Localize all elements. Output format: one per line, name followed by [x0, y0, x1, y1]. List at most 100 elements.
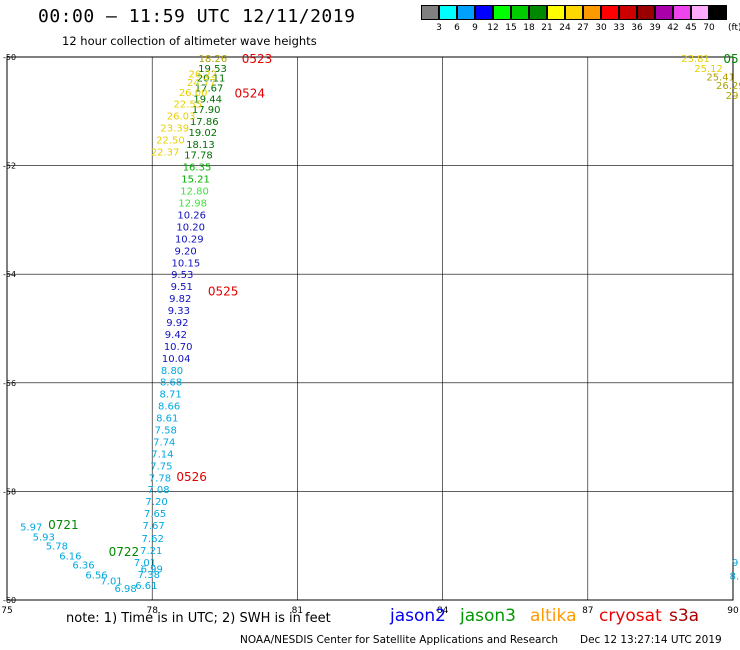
longitude-tick-label: 87 — [582, 606, 593, 616]
wave-height-label: 7.01 — [100, 576, 122, 587]
scale-label: 39 — [649, 23, 661, 33]
scale-label: 9 — [472, 23, 478, 33]
scale-label: 6 — [454, 23, 460, 33]
wave-height-label: 6.16 — [59, 551, 81, 562]
wave-height-label: 7.67 — [143, 521, 165, 532]
pass-time-labels: 0523 0524 0525 0526 0721 0722 05 — [48, 52, 738, 559]
scale-swatch — [691, 5, 709, 20]
longitude-tick-label: 75 — [1, 606, 12, 616]
wave-height-label: 29 — [726, 91, 739, 102]
wave-height-label: 23.81 — [681, 54, 710, 65]
scale-swatch — [709, 5, 727, 20]
longitude-tick-label: 81 — [292, 606, 303, 616]
wave-height-label: 18.13 — [186, 140, 215, 151]
scale-swatch — [421, 5, 439, 20]
wave-height-label: 19.02 — [189, 128, 218, 139]
wave-height-label: 10.04 — [162, 354, 191, 365]
map-frame — [6, 56, 734, 601]
wave-height-label: 17.90 — [192, 105, 221, 116]
wave-height-label: 8.80 — [161, 366, 183, 377]
wave-height-label: 6.36 — [72, 561, 94, 572]
wave-height-label: 19.44 — [193, 94, 222, 105]
longitude-tick-label: 84 — [437, 606, 449, 616]
scale-label: 15 — [505, 23, 517, 33]
wave-height-label: 25.12 — [694, 64, 723, 75]
scale-swatch — [493, 5, 511, 20]
wave-height-label: 9.53 — [171, 270, 193, 281]
wave-height-label: 7.74 — [153, 437, 175, 448]
scale-swatch — [655, 5, 673, 20]
wave-height-label: 7.01 — [134, 558, 156, 569]
scale-unit: (ft) — [728, 23, 740, 33]
wave-height-label: 16.35 — [183, 163, 212, 174]
wave-height-label: 9 — [732, 558, 738, 569]
scale-swatch — [673, 5, 691, 20]
wave-height-label: 23.39 — [160, 124, 189, 135]
scale-label: 3 — [436, 23, 442, 33]
scale-label: 42 — [667, 23, 679, 33]
scale-label: 33 — [613, 23, 625, 33]
wave-height-label: 12.80 — [180, 187, 209, 198]
wave-height-label: 7.14 — [151, 449, 173, 460]
wave-height-label: 7.62 — [142, 534, 164, 545]
wave-height-label: 10.70 — [164, 342, 193, 353]
satellite-legend-s3a: s3a — [669, 606, 700, 626]
pass-time-label: 0526 — [176, 470, 207, 484]
scale-swatch — [601, 5, 619, 20]
wave-height-label: 25.41 — [706, 73, 735, 84]
scale-label: 18 — [523, 23, 535, 33]
wave-height-label: 9.92 — [166, 318, 188, 329]
wave-height-label: 6.61 — [135, 581, 157, 592]
wave-height-label: 9.20 — [174, 246, 196, 257]
pass-time-label: 0523 — [242, 52, 273, 66]
wave-height-label: 7.65 — [144, 509, 166, 520]
wave-height-label: 8.71 — [159, 390, 181, 401]
scale-label: 12 — [487, 23, 499, 33]
pass-time-label: 0721 — [48, 518, 79, 532]
wave-height-label: 17.78 — [184, 151, 213, 162]
wave-height-label: 26.03 — [167, 112, 196, 123]
wave-height-label: 22.37 — [151, 147, 180, 158]
wave-height-label: 8. — [730, 572, 740, 583]
wave-height-label: 24.77 — [187, 78, 216, 89]
pass-time-label: 0524 — [234, 86, 265, 100]
latitude-tick-label: -54 — [3, 270, 16, 279]
wave-height-label: 10.26 — [177, 210, 206, 221]
scale-swatch — [583, 5, 601, 20]
scale-label: 24 — [559, 23, 571, 33]
units-note: note: 1) Time is in UTC; 2) SWH is in fe… — [66, 611, 331, 626]
satellite-legend-jason3: jason3 — [460, 606, 516, 626]
wave-height-label: 26.22 — [189, 69, 218, 80]
wave-height-label: 9.51 — [171, 282, 193, 293]
pass-time-label: 0525 — [208, 284, 239, 298]
scale-label: 27 — [577, 23, 589, 33]
scale-swatch — [637, 5, 655, 20]
generated-timestamp: Dec 12 13:27:14 UTC 2019 — [580, 634, 722, 646]
wave-height-label: 7.58 — [155, 425, 177, 436]
wave-height-label: 8.66 — [158, 402, 180, 413]
wave-height-label: 20.11 — [197, 74, 226, 85]
wave-height-label: 17.86 — [190, 117, 219, 128]
wave-height-label: 5.97 — [20, 523, 42, 534]
wave-height-label: 12.98 — [178, 199, 207, 210]
wave-height-label: 7.20 — [145, 497, 167, 508]
latitude-tick-label: -60 — [3, 596, 16, 605]
wave-height-label: 7.21 — [140, 546, 162, 557]
wave-height-label: 26.00 — [179, 88, 208, 99]
longitude-tick-label: 78 — [146, 606, 158, 616]
map-title: 00:00 – 11:59 UTC 12/11/2019 — [38, 6, 356, 27]
longitude-tick-label: 90 — [727, 606, 739, 616]
wave-height-label: 19.53 — [198, 64, 227, 75]
latitude-tick-label: -52 — [3, 162, 16, 171]
scale-swatch — [457, 5, 475, 20]
wave-height-label: 8.61 — [156, 414, 178, 425]
latitude-tick-label: -56 — [3, 379, 16, 388]
credit-line: NOAA/NESDIS Center for Satellite Applica… — [240, 634, 558, 646]
wave-height-label: 18.26 — [199, 54, 228, 65]
wave-height-label: 7.08 — [147, 485, 169, 496]
scale-label: 70 — [703, 23, 715, 33]
wave-height-label: 10.15 — [172, 258, 201, 269]
wave-height-label: 9.82 — [169, 294, 191, 305]
wave-height-label: 22.55 — [173, 100, 202, 111]
